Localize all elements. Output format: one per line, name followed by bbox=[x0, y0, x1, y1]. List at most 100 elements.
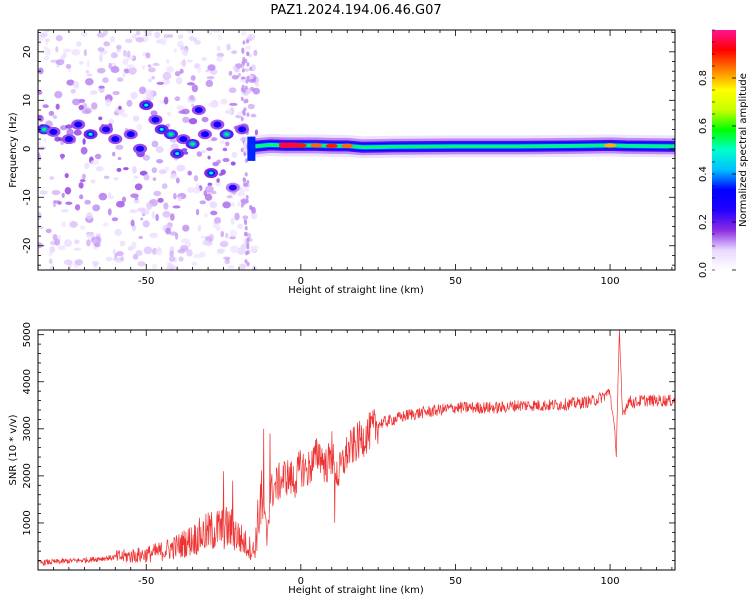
spectrogram-x-ticks: -50 0 50 100 bbox=[37, 30, 673, 287]
spectrogram-panel: -50 0 50 100 -20 -10 0 10 20 Height of straight… bbox=[8, 29, 676, 296]
spectrogram-blob bbox=[190, 142, 195, 146]
spectrogram-speckle bbox=[158, 169, 167, 175]
spectrogram-blob bbox=[151, 116, 160, 123]
spectrogram-speckle bbox=[152, 62, 160, 66]
spectrogram-speckle bbox=[80, 31, 88, 37]
spectrogram-blob bbox=[200, 131, 209, 138]
spectrogram-blob bbox=[159, 127, 164, 131]
spectrogram-speckle bbox=[132, 33, 137, 39]
spectrogram-speckle bbox=[163, 96, 169, 105]
spectrogram-blob bbox=[228, 184, 237, 191]
spectrogram-speckle bbox=[209, 201, 218, 209]
spectrogram-speckle bbox=[130, 91, 138, 100]
spectrogram-speckle bbox=[245, 250, 249, 256]
spectrogram-speckle bbox=[190, 75, 196, 81]
spectrogram-speckle bbox=[142, 154, 150, 161]
spectrogram-speckle bbox=[38, 154, 42, 162]
spectrogram-speckle bbox=[112, 91, 120, 96]
spectrogram-speckle bbox=[96, 67, 106, 74]
spectrogram-speckle bbox=[63, 48, 72, 53]
spectrogram-speckle bbox=[169, 173, 178, 180]
spectrogram-speckle bbox=[178, 256, 184, 262]
spectrogram-speckle bbox=[166, 59, 170, 64]
spectrogram-speckle bbox=[38, 146, 46, 150]
spectrogram-speckle bbox=[169, 231, 178, 236]
spectrogram-speckle bbox=[38, 90, 43, 95]
spectrogram-speckle bbox=[114, 228, 122, 237]
spectrogram-speckle bbox=[148, 67, 156, 73]
spectrogram-speckle bbox=[169, 250, 174, 258]
spectrogram-speckle bbox=[201, 116, 209, 123]
spectrogram-speckle bbox=[44, 38, 51, 42]
spectrogram-speckle bbox=[98, 116, 103, 121]
spectrogram-speckle bbox=[74, 204, 81, 211]
spectrogram-speckle bbox=[115, 144, 124, 150]
spectrogram-speckle bbox=[65, 64, 72, 69]
spectrogram-speckle bbox=[61, 221, 67, 228]
spectrogram-speckle bbox=[57, 245, 66, 251]
spectrogram-speckle bbox=[123, 49, 127, 57]
spectrogram-speckle bbox=[210, 210, 218, 216]
spectrogram-speckle bbox=[225, 257, 230, 262]
spectrogram-speckle bbox=[147, 78, 153, 83]
spectrogram-speckle bbox=[237, 201, 241, 207]
spectrogram-speckle bbox=[91, 102, 98, 110]
spectrogram-speckle bbox=[173, 48, 177, 53]
spectrogram-speckle bbox=[84, 162, 90, 170]
spectrogram-speckle bbox=[119, 240, 126, 247]
spectrogram-speckle bbox=[214, 216, 222, 225]
spectrogram-speckle bbox=[216, 222, 220, 230]
spectrogram-speckle bbox=[78, 182, 84, 189]
spectrogram-speckle bbox=[48, 258, 53, 265]
spectrogram-speckle bbox=[241, 47, 245, 53]
spectrogram-speckle bbox=[254, 129, 258, 136]
spectrogram-speckle bbox=[199, 200, 207, 205]
spectrogram-blob bbox=[64, 136, 73, 143]
snr-x-label: Height of straight line (km) bbox=[288, 585, 424, 596]
spectrogram-speckle bbox=[98, 192, 108, 201]
spectrogram-speckle bbox=[219, 139, 226, 145]
spectrogram-speckle bbox=[140, 217, 144, 221]
spectrogram-speckle bbox=[175, 177, 180, 184]
spectrogram-speckle bbox=[95, 233, 102, 237]
spectrogram-speckle bbox=[85, 69, 90, 74]
spectrogram-speckle bbox=[151, 76, 155, 80]
spectrogram-speckle bbox=[155, 248, 163, 256]
spectrogram-speckle bbox=[146, 201, 153, 210]
spectrogram-speckle bbox=[181, 148, 188, 152]
spectrogram-speckle bbox=[151, 263, 158, 270]
spectrogram-speckle bbox=[102, 222, 109, 227]
spectrogram-speckle bbox=[48, 110, 55, 116]
spectrogram-speckle bbox=[220, 99, 228, 105]
spectrogram-speckle bbox=[188, 117, 198, 125]
spectrogram-speckle bbox=[193, 253, 202, 259]
spectrogram-hotspot bbox=[310, 143, 323, 148]
spectrogram-speckle bbox=[195, 208, 200, 216]
spectrogram-speckle bbox=[229, 102, 238, 106]
spectrogram-speckle bbox=[153, 190, 162, 197]
spectrogram-blob bbox=[136, 145, 145, 152]
spectrogram-speckle bbox=[45, 228, 52, 234]
spectrogram-speckle bbox=[211, 30, 221, 33]
spectrogram-blob bbox=[175, 152, 180, 156]
spectrogram-speckle bbox=[64, 187, 72, 195]
spectrogram-speckle bbox=[200, 149, 207, 154]
colorbar-tick-label: 0.0 bbox=[698, 262, 709, 278]
spectrogram-speckle bbox=[94, 153, 102, 160]
spectrogram-speckle bbox=[112, 151, 116, 157]
spectrogram-speckle bbox=[52, 114, 58, 120]
spectrogram-speckle bbox=[242, 40, 246, 45]
spectrogram-speckle bbox=[204, 193, 213, 201]
spectrogram-speckle bbox=[38, 142, 42, 146]
spectrogram-speckle bbox=[86, 73, 93, 77]
spectrogram-speckle bbox=[155, 213, 159, 222]
spectrogram-blob bbox=[74, 121, 83, 128]
spectrogram-speckle bbox=[224, 232, 229, 239]
spectrogram-speckle bbox=[207, 30, 213, 36]
spectrogram-speckle bbox=[246, 261, 250, 267]
spectrogram-speckle bbox=[123, 167, 129, 171]
spectrogram-speckle bbox=[108, 62, 112, 70]
spectrogram-speckle bbox=[116, 49, 121, 53]
spectrogram-speckle bbox=[222, 201, 231, 209]
